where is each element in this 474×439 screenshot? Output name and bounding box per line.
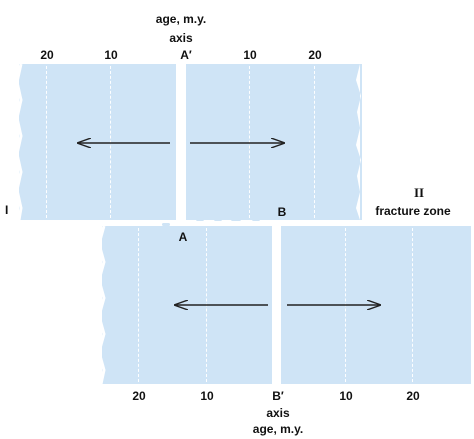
fault-bump — [196, 218, 204, 221]
tick-label-lower: 20 — [406, 389, 420, 403]
fault-bump — [252, 218, 260, 221]
upper-left-plate — [19, 64, 176, 220]
point-a-label: A — [178, 230, 188, 244]
isochron-line — [110, 66, 111, 218]
age-label-top: age, m.y. — [155, 12, 207, 26]
axis-label-top: axis — [169, 31, 193, 45]
age-label-bottom: age, m.y. — [252, 422, 304, 436]
tick-label-lower: 10 — [200, 389, 214, 403]
fault-bump — [214, 218, 222, 221]
point-a-prime-label: A′ — [180, 48, 192, 62]
tick-label-upper: 20 — [308, 48, 322, 62]
lower-left-jagged-edge — [97, 225, 106, 385]
point-b-label: B — [277, 205, 287, 219]
upper-right-jagged-edge — [356, 64, 361, 220]
isochron-line — [314, 66, 315, 218]
tick-label-upper: 10 — [243, 48, 257, 62]
isochron-line — [46, 66, 47, 218]
fault-bump — [162, 223, 170, 226]
isochron-line — [138, 228, 139, 382]
zone-one-label: I — [5, 203, 9, 217]
isochron-line — [412, 228, 413, 382]
isochron-line — [249, 66, 250, 218]
tick-label-upper: 20 — [40, 48, 54, 62]
tick-label-upper: 10 — [104, 48, 118, 62]
zone-two-label: II — [413, 185, 425, 200]
fracture-zone-label: fracture zone — [375, 204, 451, 218]
fault-bump — [231, 218, 241, 221]
axis-label-bottom: axis — [266, 406, 290, 420]
upper-left-jagged-edge — [15, 63, 23, 221]
point-b-prime-label: B′ — [272, 389, 284, 403]
tick-label-lower: 10 — [339, 389, 353, 403]
tick-label-lower: 20 — [132, 389, 146, 403]
